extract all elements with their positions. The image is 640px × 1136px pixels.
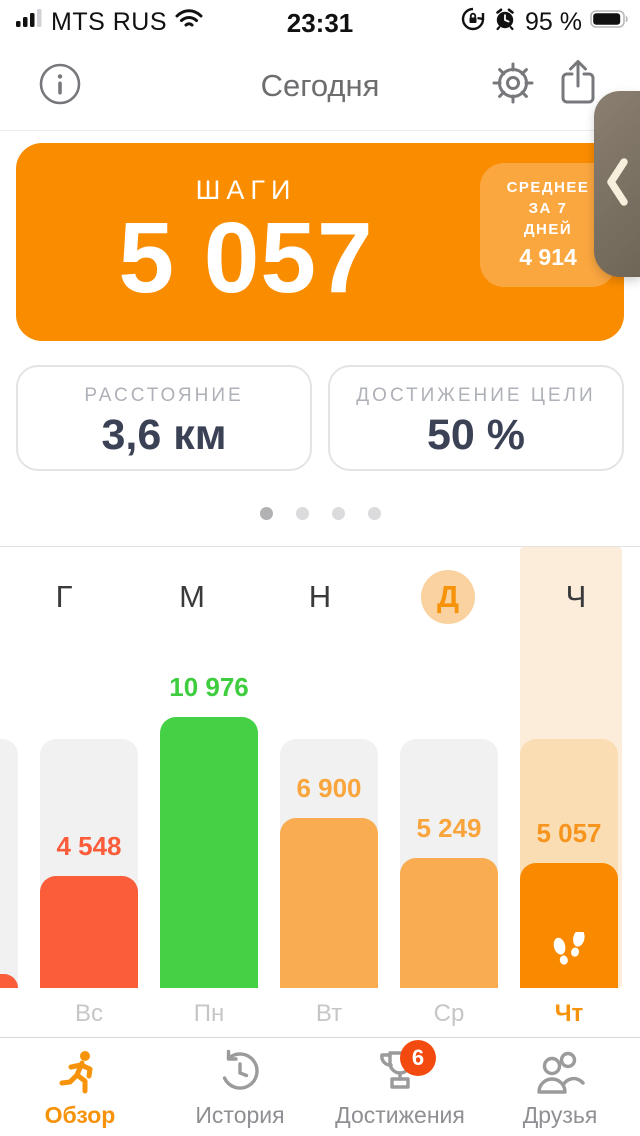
tab-overview-label: Обзор	[44, 1102, 116, 1128]
bar-fill	[280, 818, 378, 988]
tab-overview[interactable]: Обзор	[0, 1038, 160, 1136]
status-bar: MTS RUS 23:31	[0, 0, 640, 44]
tab-history[interactable]: История	[160, 1038, 320, 1136]
bar-fill	[520, 863, 618, 988]
edge-pull-tab[interactable]	[594, 91, 640, 277]
period-tab-day[interactable]: Д	[384, 561, 512, 633]
period-tab-hour[interactable]: Ч	[565, 579, 587, 614]
tab-friends[interactable]: Друзья	[480, 1038, 640, 1136]
bar-value-label: 10 976	[169, 672, 249, 702]
clock-time: 23:31	[286, 8, 354, 38]
bar-column-Вс[interactable]: 4 548	[40, 739, 138, 988]
alarm-icon	[493, 7, 517, 38]
steps-value: 5 057	[118, 202, 374, 314]
metrics-row: РАССТОЯНИЕ 3,6 км ДОСТИЖЕНИЕ ЦЕЛИ 50 %	[16, 365, 624, 471]
bar-fill	[160, 717, 258, 988]
tab-friends-label: Друзья	[522, 1102, 598, 1128]
day-label-Ср: Ср	[433, 1000, 465, 1027]
info-icon	[38, 63, 82, 109]
average-7-days-badge: СРЕДНЕЕ ЗА 7 ДНЕЙ 4 914	[480, 163, 616, 287]
page-indicator[interactable]	[0, 507, 640, 520]
bar-value-label: 6 900	[296, 773, 362, 803]
avg-badge-line: ДНЕЙ	[523, 221, 573, 238]
friends-icon	[534, 1048, 586, 1101]
carrier-label: MTS RUS	[51, 7, 167, 36]
chevron-left-icon	[604, 155, 630, 214]
bar-column-Чт[interactable]: 5 057	[520, 739, 618, 988]
distance-card: РАССТОЯНИЕ 3,6 км	[16, 365, 312, 471]
bar-value-label: 5 249	[416, 813, 482, 843]
bar-fill	[0, 974, 18, 988]
distance-value: 3,6 км	[101, 411, 227, 459]
period-tab-week[interactable]: Н	[308, 579, 332, 614]
signal-bars-icon	[16, 8, 43, 37]
header: Сегодня	[0, 44, 640, 131]
distance-label: РАССТОЯНИЕ	[84, 385, 244, 406]
period-tab-month[interactable]: М	[179, 579, 205, 614]
page-dot[interactable]	[295, 507, 309, 520]
tab-achievements-label: Достижения	[335, 1102, 465, 1128]
bar-fill	[400, 858, 498, 988]
goal-label: ДОСТИЖЕНИЕ ЦЕЛИ	[356, 385, 596, 406]
tab-history-label: История	[195, 1102, 285, 1128]
rotation-lock-icon	[461, 7, 485, 38]
goal-value: 50 %	[426, 411, 525, 459]
achievements-badge: 6	[400, 1040, 436, 1076]
chart-section: Г М Н Д Ч 4 548 10 976 6 900 5 249 5 057 Вс П…	[0, 546, 640, 1038]
bar-value-label: 4 548	[56, 831, 122, 861]
avg-badge-value: 4 914	[519, 244, 577, 270]
info-button[interactable]	[38, 62, 82, 109]
bar-track	[0, 739, 18, 988]
battery-percent-label: 95 %	[525, 7, 582, 36]
steps-label: ШАГИ	[195, 175, 297, 205]
day-label-Пн: Пн	[193, 1000, 225, 1027]
bar-column-prev[interactable]	[0, 739, 18, 988]
chart-bars: 4 548 10 976 6 900 5 249 5 057	[0, 672, 640, 988]
settings-button[interactable]	[490, 60, 536, 109]
footprints-icon	[520, 932, 618, 976]
period-tabs: Г М Н Д Ч	[0, 561, 640, 633]
steps-summary-card: ШАГИ 5 057 СРЕДНЕЕ ЗА 7 ДНЕЙ 4 914	[16, 143, 624, 341]
share-button[interactable]	[556, 58, 600, 111]
bottom-tab-bar: Обзор История	[0, 1037, 640, 1136]
bar-column-Вт[interactable]: 6 900	[280, 739, 378, 988]
page-dot[interactable]	[259, 507, 273, 520]
battery-icon	[590, 8, 630, 37]
avg-badge-line: СРЕДНЕЕ	[506, 179, 590, 196]
avg-badge-line: ЗА 7	[528, 200, 568, 217]
page-dot[interactable]	[331, 507, 345, 520]
chart-day-labels: Вс Пн Вт Ср Чт	[0, 1000, 640, 1034]
page-title: Сегодня	[260, 68, 380, 103]
history-icon	[216, 1048, 264, 1101]
bar-column-Пн[interactable]: 10 976	[160, 672, 258, 988]
wifi-icon	[175, 8, 203, 37]
goal-card: ДОСТИЖЕНИЕ ЦЕЛИ 50 %	[328, 365, 624, 471]
gear-icon	[490, 62, 536, 109]
period-tab-year[interactable]: Г	[55, 579, 73, 614]
day-label-Вт: Вт	[315, 1000, 343, 1027]
share-icon	[556, 60, 600, 111]
bar-value-label: 5 057	[536, 818, 602, 848]
overview-runner-icon	[56, 1048, 104, 1101]
page-dot[interactable]	[367, 507, 381, 520]
day-label-Чт: Чт	[554, 1000, 584, 1027]
tab-achievements[interactable]: 6 Достижения	[320, 1038, 480, 1136]
bar-column-Ср[interactable]: 5 249	[400, 739, 498, 988]
bar-fill	[40, 876, 138, 988]
day-label-Вс: Вс	[74, 1000, 103, 1027]
